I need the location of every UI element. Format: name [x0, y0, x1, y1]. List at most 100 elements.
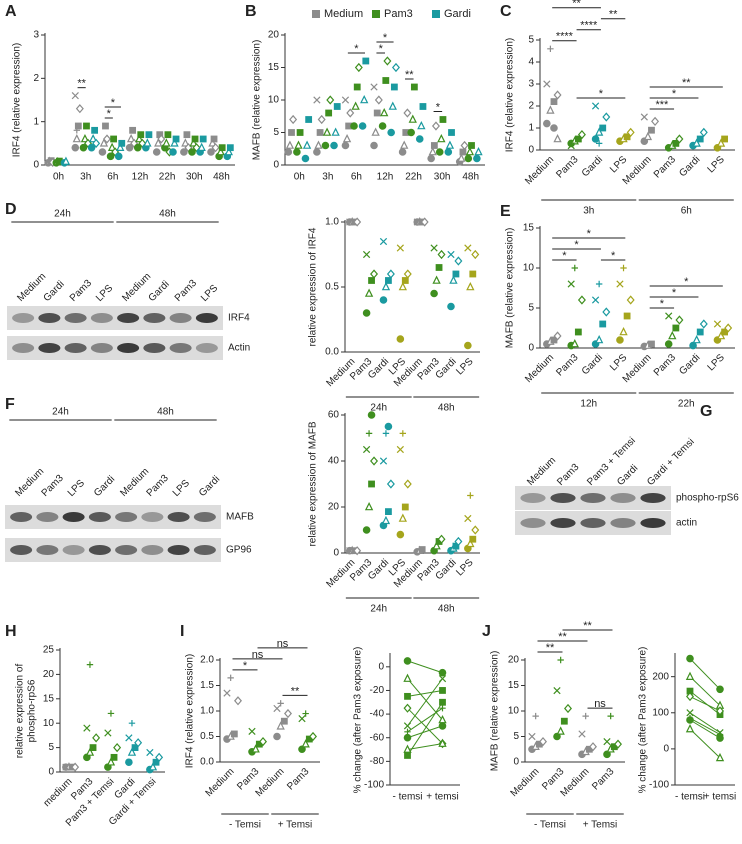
data-point: [374, 95, 383, 105]
data-point: [164, 131, 172, 139]
significance-label: *: [436, 101, 441, 113]
data-point: [686, 716, 694, 724]
data-point: [620, 264, 627, 272]
data-point: [591, 296, 600, 304]
y-tick-label: 20: [43, 669, 55, 680]
data-point: [607, 712, 614, 720]
data-point: [234, 696, 242, 706]
lane-label: Pam3: [68, 277, 95, 304]
lane-label: Gardi + Temsi: [645, 437, 696, 488]
significance-label: *: [354, 43, 359, 55]
paired-line: [407, 743, 443, 751]
significance-label: ***: [655, 99, 669, 111]
data-point: [452, 542, 460, 550]
data-point: [469, 535, 477, 543]
data-point: [419, 103, 427, 110]
data-point: [285, 140, 295, 149]
significance-label: **: [583, 620, 592, 632]
paired-line: [407, 689, 443, 697]
x-tick-label: 48h: [213, 172, 230, 183]
data-point: [616, 280, 624, 288]
data-point: [640, 113, 648, 121]
data-point: [550, 124, 558, 132]
data-point: [648, 126, 655, 134]
data-point: [382, 77, 390, 84]
data-point: [614, 739, 622, 749]
data-point: [313, 148, 321, 156]
data-point: [410, 83, 418, 91]
y-tick-label: 3: [33, 30, 39, 41]
data-point: [83, 122, 90, 130]
data-point: [430, 244, 438, 252]
data-point: [208, 138, 217, 147]
data-point: [401, 277, 409, 284]
data-point: [435, 264, 443, 271]
data-point: [715, 752, 725, 762]
data-point: [251, 744, 260, 753]
x-tick-label: Medium: [523, 154, 556, 187]
data-point: [180, 148, 188, 156]
y-tick-label: 10: [508, 706, 520, 717]
data-point: [106, 152, 115, 161]
legend-swatch: [432, 10, 440, 18]
data-point: [365, 430, 373, 437]
data-point: [570, 338, 579, 348]
data-point: [448, 129, 455, 136]
data-point: [427, 154, 435, 163]
data-point: [459, 148, 467, 156]
data-point: [413, 218, 421, 226]
blot-band: [193, 545, 216, 555]
group-label: 24h: [52, 407, 69, 418]
data-point: [152, 758, 160, 766]
data-point: [125, 143, 134, 152]
data-point: [364, 288, 374, 297]
data-point: [532, 712, 539, 720]
data-point: [567, 141, 575, 150]
data-point: [380, 107, 389, 117]
data-point: [672, 140, 680, 147]
data-point: [284, 148, 293, 156]
data-point: [129, 126, 137, 134]
data-point: [86, 661, 94, 668]
data-point: [364, 501, 374, 511]
data-point: [353, 83, 361, 91]
data-point: [99, 138, 109, 147]
data-point: [91, 126, 99, 134]
blot-band: [550, 518, 576, 528]
data-point: [226, 144, 234, 152]
blot-band: [141, 512, 164, 522]
data-point: [384, 422, 393, 431]
lane-label: LPS: [171, 478, 192, 499]
blot-band: [143, 343, 166, 353]
blot-band: [62, 545, 85, 555]
group-label: 24h: [54, 209, 71, 220]
x-tick-label: 3h: [80, 172, 91, 183]
data-point: [378, 122, 387, 130]
data-point: [216, 146, 225, 156]
blot-band: [64, 343, 87, 353]
data-point: [471, 525, 480, 535]
blot-band: [115, 512, 138, 522]
data-point: [672, 324, 680, 332]
data-point: [468, 142, 475, 149]
significance-label: ****: [580, 20, 598, 32]
data-point: [449, 275, 458, 284]
data-point: [439, 698, 446, 706]
data-point: [325, 109, 333, 117]
group-label: 12h: [580, 399, 597, 410]
data-point: [574, 328, 582, 336]
y-axis-label: IRF4 (relative expression): [185, 654, 196, 768]
data-point: [648, 340, 655, 348]
band-label: IRF4: [228, 313, 250, 324]
data-point: [603, 750, 611, 759]
data-point: [550, 98, 558, 106]
data-point: [218, 144, 226, 152]
blot-band: [10, 512, 33, 522]
data-point: [685, 723, 695, 733]
group-label: 48h: [159, 209, 176, 220]
x-tick-label: LPS: [454, 557, 475, 578]
data-point: [398, 148, 407, 156]
data-point: [277, 700, 284, 707]
data-point: [114, 152, 123, 161]
x-tick-label: 22h: [159, 172, 176, 183]
